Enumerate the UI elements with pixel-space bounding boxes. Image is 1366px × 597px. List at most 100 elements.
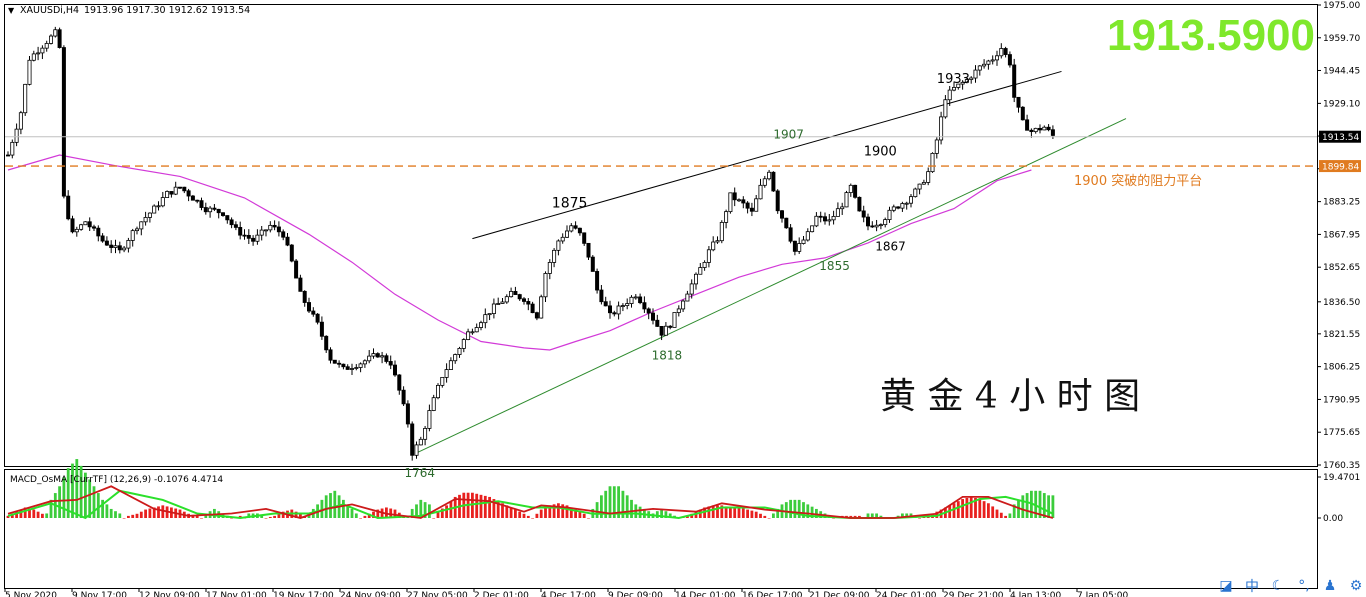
candle-body <box>620 305 625 307</box>
ime-chinese-icon[interactable]: 中 <box>1245 578 1259 595</box>
macd-histogram-bar <box>157 506 160 518</box>
candle-body <box>504 296 509 303</box>
candle-body <box>702 261 707 268</box>
candle-body <box>233 224 238 228</box>
candle-body <box>775 190 780 212</box>
user-icon[interactable]: ♟ <box>1323 577 1337 594</box>
candle-body <box>913 188 918 198</box>
macd-histogram-bar <box>505 505 509 518</box>
candle-body <box>36 52 41 55</box>
macd-histogram-bar <box>359 518 362 519</box>
macd-histogram-bar <box>630 499 633 518</box>
candle-body <box>539 296 544 319</box>
candle-body <box>590 256 595 272</box>
macd-histogram-bar <box>1042 493 1046 518</box>
macd-histogram-bar <box>690 513 694 518</box>
macd-histogram-bar <box>260 515 264 518</box>
time-tick-label: 19 Nov 17:00 <box>273 591 334 597</box>
main-plot-frame <box>4 4 1318 467</box>
macd-histogram-bar <box>853 515 857 518</box>
horizontal-lines-layer <box>5 136 1317 167</box>
macd-histogram-bar <box>294 511 298 518</box>
punctuation-icon[interactable]: °, <box>1298 577 1310 594</box>
macd-histogram-bar <box>767 518 771 519</box>
candle-body <box>530 303 535 314</box>
candle-body <box>100 235 105 242</box>
candle-body <box>999 48 1004 57</box>
time-tick-label: 12 Nov 09:00 <box>139 591 200 597</box>
candle-body <box>216 208 221 214</box>
candle-body <box>435 384 440 399</box>
macd-histogram-bar <box>952 503 956 518</box>
price-tick-label: 1806.25 <box>1323 363 1360 373</box>
price-axis[interactable]: 1975.001959.701944.451929.101913.851898.… <box>1317 1 1361 471</box>
macd-histogram-bar <box>509 507 513 518</box>
macd-histogram-bar <box>720 505 724 518</box>
candle-body <box>762 178 767 186</box>
candle-body <box>900 203 905 209</box>
price-tick-label: 1790.95 <box>1323 395 1360 405</box>
macd-histogram-bar <box>832 518 835 519</box>
candle-body <box>926 171 931 183</box>
candle-body <box>152 205 157 214</box>
price-tick-label: 1929.10 <box>1323 99 1360 109</box>
candle-body <box>509 291 514 298</box>
candle-body <box>612 312 617 315</box>
macd-histogram-bar <box>329 493 332 518</box>
candle-body <box>79 224 84 230</box>
macd-histogram-bar <box>733 507 737 518</box>
macd-histogram-bar <box>703 507 706 518</box>
candle-body <box>1025 119 1030 131</box>
moon-icon[interactable]: ☾ <box>1271 577 1285 594</box>
candle-body <box>560 236 565 242</box>
collapse-triangle-icon[interactable]: ▼ <box>8 6 15 15</box>
candle-body <box>18 112 23 130</box>
macd-histogram-bar <box>96 493 100 518</box>
macd-histogram-bar <box>987 503 990 518</box>
candle-body <box>203 207 208 213</box>
candle-body <box>732 192 737 201</box>
candle-body <box>362 360 367 365</box>
macd-histogram-bar <box>1004 515 1007 518</box>
candle-body <box>934 139 939 154</box>
candle-body <box>780 210 785 219</box>
macd-histogram-bar <box>6 515 10 518</box>
macd-histogram-bar <box>621 490 625 518</box>
macd-histogram-bar <box>772 513 775 518</box>
candle-body <box>1046 126 1051 131</box>
macd-histogram-bar <box>10 513 14 518</box>
candle-body <box>818 215 823 218</box>
macd-histogram-bar <box>608 486 612 518</box>
candle-body <box>672 312 677 328</box>
candle-body <box>298 277 303 292</box>
macd-histogram-bar <box>548 505 552 518</box>
candle-body <box>1003 48 1008 55</box>
macd-histogram-bar <box>230 518 233 519</box>
candle-body <box>625 303 630 306</box>
candle-body <box>466 331 471 340</box>
macd-histogram-bar <box>92 486 96 518</box>
macd-histogram-bar <box>664 511 668 518</box>
candle-body <box>354 367 359 369</box>
candle-body <box>23 83 28 114</box>
candle-body <box>242 234 247 237</box>
macd-histogram-bar <box>471 492 474 518</box>
macd-histogram-bar <box>875 513 878 518</box>
gear-icon[interactable]: ⚙ <box>1349 577 1363 594</box>
moving-average-layer <box>7 154 1032 351</box>
candle-body <box>414 444 419 456</box>
candle-body <box>1042 126 1047 131</box>
candle-body <box>977 65 982 71</box>
time-tick-label: 7 Jan 05:00 <box>1077 591 1129 597</box>
macd-histogram-bar <box>299 513 302 518</box>
candle-body <box>745 202 750 209</box>
macd-histogram-bar <box>148 508 152 518</box>
macd-histogram-bar <box>901 513 904 518</box>
candle-body <box>737 199 742 202</box>
candle-body <box>418 438 423 446</box>
macd-histogram-bar <box>1025 493 1029 518</box>
ime-switch-icon[interactable]: ◪ <box>1219 577 1233 594</box>
candle-body <box>173 186 178 195</box>
price-tick-label: 1852.65 <box>1323 263 1360 273</box>
candle-body <box>251 237 256 242</box>
